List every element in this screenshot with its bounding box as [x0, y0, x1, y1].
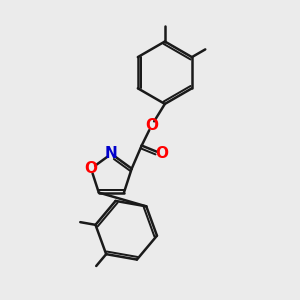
- Text: O: O: [85, 161, 98, 176]
- Text: O: O: [145, 118, 158, 133]
- Text: N: N: [105, 146, 118, 161]
- Text: O: O: [155, 146, 168, 161]
